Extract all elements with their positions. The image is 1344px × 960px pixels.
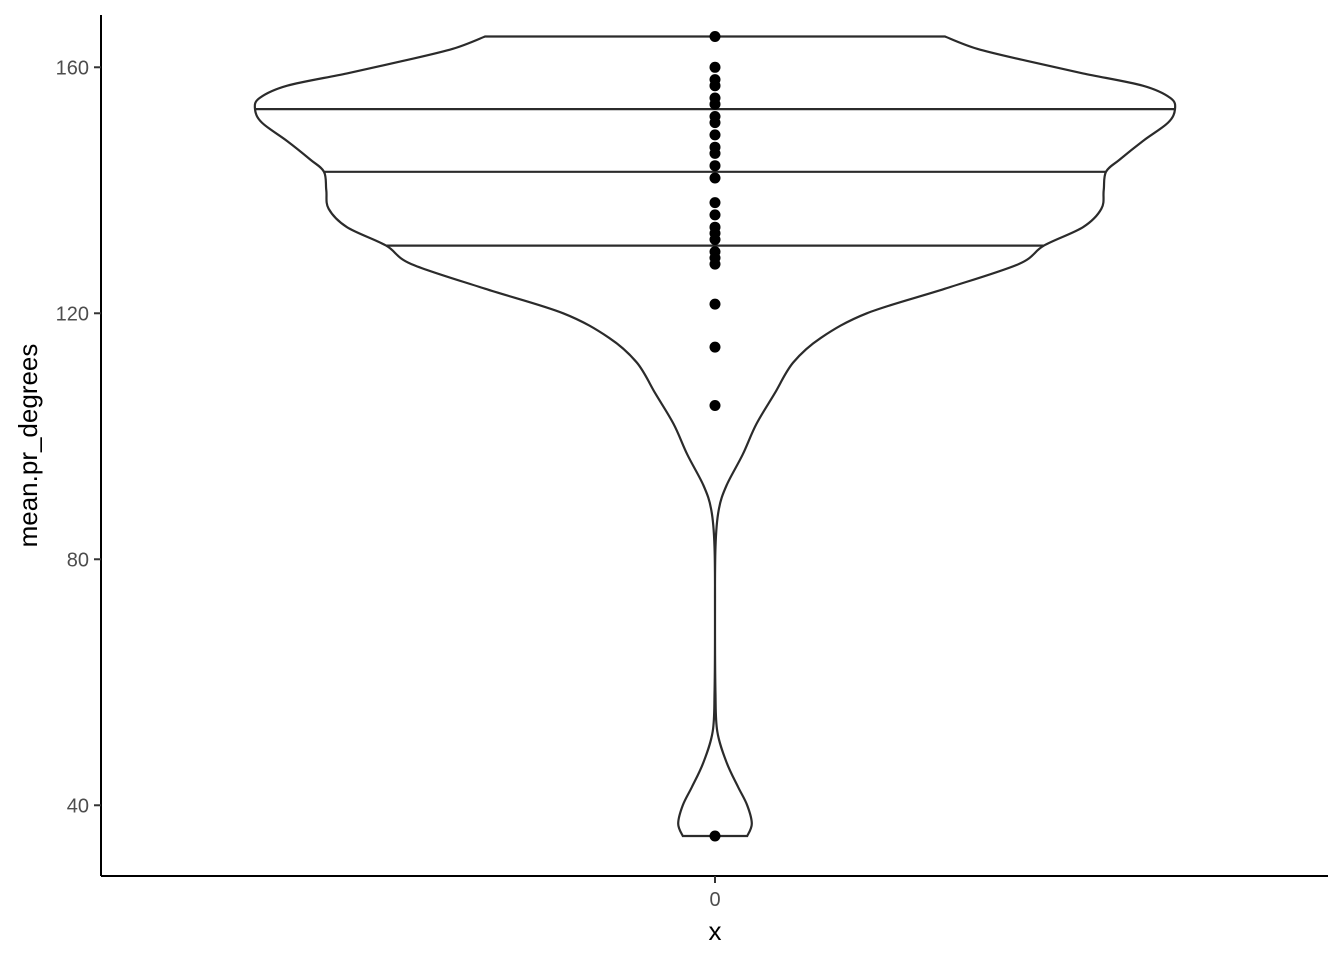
data-point (709, 141, 721, 153)
data-point (709, 400, 721, 411)
y-ticks: 40 80 120 160 (56, 57, 101, 817)
data-point (709, 341, 721, 353)
points-layer (709, 31, 721, 842)
x-axis-title: x (709, 916, 722, 946)
data-point (709, 197, 721, 209)
data-point (709, 209, 721, 221)
data-point (709, 830, 721, 842)
violin-body (253, 35, 1177, 838)
y-tick-label: 80 (67, 549, 89, 571)
x-tick-label: 0 (709, 889, 720, 911)
y-tick-label: 40 (67, 795, 89, 817)
data-point (709, 246, 721, 258)
data-point (709, 160, 721, 172)
data-point (709, 129, 721, 141)
data-point (709, 61, 721, 73)
data-point (709, 74, 721, 86)
data-point (709, 172, 721, 184)
data-point (709, 31, 721, 42)
data-point (709, 298, 721, 310)
data-point (709, 221, 721, 233)
y-tick-label: 160 (56, 57, 89, 79)
y-axis-title: mean.pr_degrees (13, 344, 43, 548)
data-point (709, 92, 721, 104)
x-axis: 0 (101, 875, 1328, 911)
data-point (709, 111, 721, 122)
y-axis: 40 80 120 160 (56, 15, 102, 876)
x-ticks: 0 (709, 876, 721, 911)
y-tick-label: 120 (56, 303, 89, 325)
